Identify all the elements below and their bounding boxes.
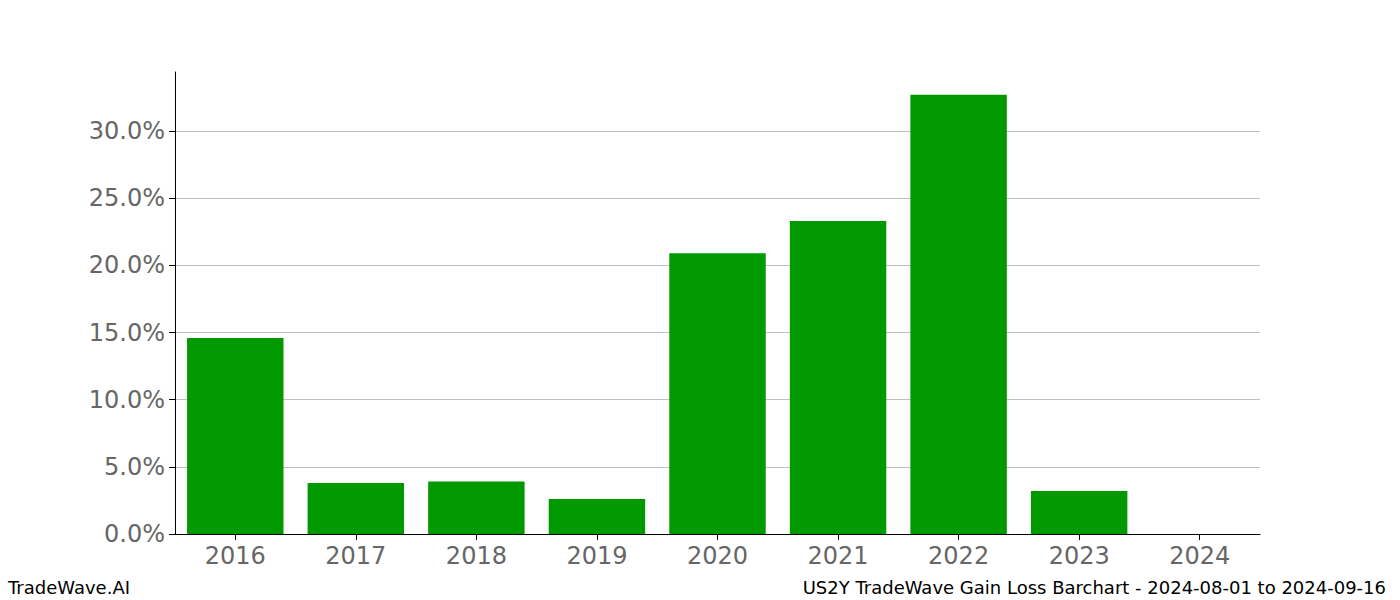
svg-text:TradeWave.AI: TradeWave.AI	[7, 577, 130, 598]
svg-text:15.0%: 15.0%	[89, 319, 165, 347]
svg-text:25.0%: 25.0%	[89, 184, 165, 212]
svg-text:2024: 2024	[1169, 542, 1230, 570]
svg-text:2023: 2023	[1049, 542, 1110, 570]
svg-text:2020: 2020	[687, 542, 748, 570]
svg-text:0.0%: 0.0%	[104, 520, 165, 548]
svg-text:2022: 2022	[928, 542, 989, 570]
svg-text:2018: 2018	[446, 542, 507, 570]
svg-text:US2Y TradeWave Gain Loss Barch: US2Y TradeWave Gain Loss Barchart - 2024…	[803, 577, 1386, 598]
svg-text:2021: 2021	[808, 542, 869, 570]
svg-text:2016: 2016	[205, 542, 266, 570]
svg-text:2017: 2017	[325, 542, 386, 570]
svg-text:2019: 2019	[566, 542, 627, 570]
svg-text:30.0%: 30.0%	[89, 117, 165, 145]
svg-text:20.0%: 20.0%	[89, 251, 165, 279]
svg-text:10.0%: 10.0%	[89, 386, 165, 414]
svg-text:5.0%: 5.0%	[104, 453, 165, 481]
